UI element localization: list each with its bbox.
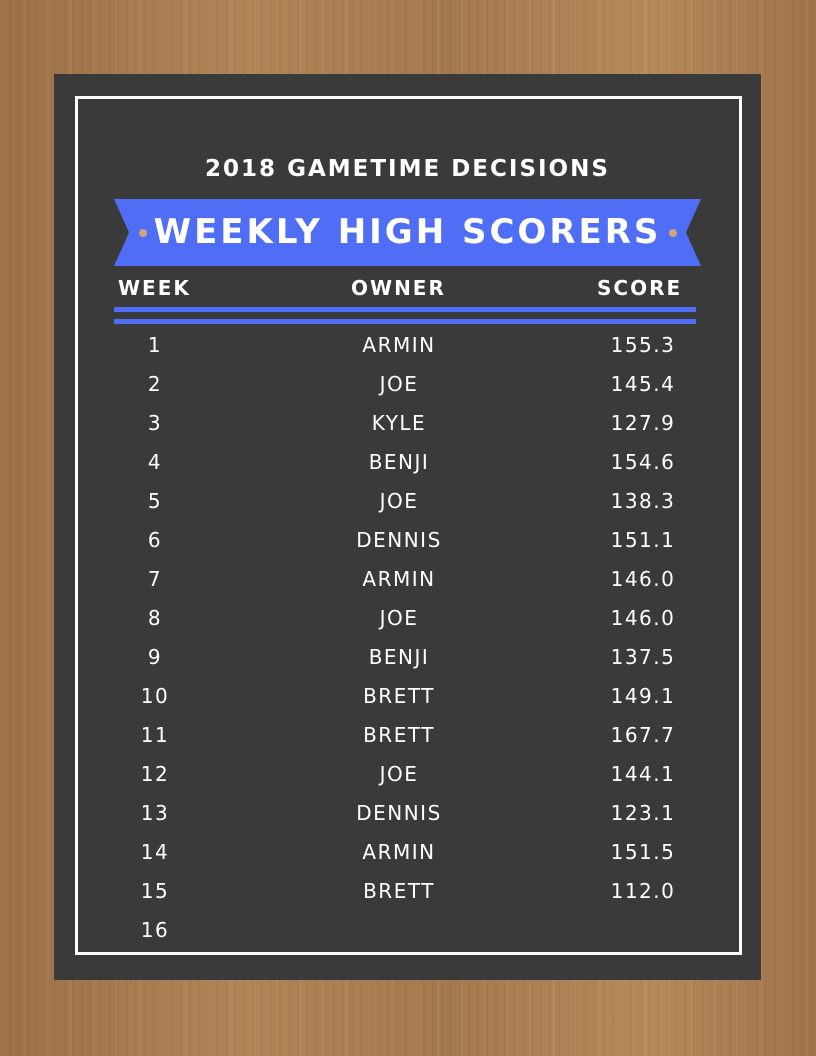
scores-table: 1 ARMIN 155.3 2 JOE 145.4 3 KYLE 127.9 4… bbox=[54, 329, 761, 953]
table-row: 3 KYLE 127.9 bbox=[54, 407, 761, 446]
table-row: 8 JOE 146.0 bbox=[54, 602, 761, 641]
week-cell: 1 bbox=[147, 333, 163, 357]
week-cell: 5 bbox=[147, 489, 163, 513]
week-cell: 11 bbox=[140, 723, 170, 747]
week-cell: 16 bbox=[140, 918, 170, 942]
table-row: 15 BRETT 112.0 bbox=[54, 875, 761, 914]
score-cell: 146.0 bbox=[610, 567, 676, 591]
ribbon-dot-left bbox=[139, 229, 147, 237]
owner-cell: BENJI bbox=[368, 450, 430, 474]
week-cell: 13 bbox=[140, 801, 170, 825]
week-cell: 12 bbox=[140, 762, 170, 786]
score-cell: 154.6 bbox=[610, 450, 676, 474]
owner-cell: ARMIN bbox=[362, 333, 436, 357]
column-header-owner: OWNER bbox=[351, 276, 446, 300]
week-cell: 14 bbox=[140, 840, 170, 864]
owner-cell: JOE bbox=[379, 489, 419, 513]
score-cell: 167.7 bbox=[610, 723, 676, 747]
owner-cell: JOE bbox=[379, 372, 419, 396]
table-row: 12 JOE 144.1 bbox=[54, 758, 761, 797]
table-row: 11 BRETT 167.7 bbox=[54, 719, 761, 758]
table-row: 2 JOE 145.4 bbox=[54, 368, 761, 407]
ribbon-dot-right bbox=[669, 229, 677, 237]
owner-cell: ARMIN bbox=[362, 567, 436, 591]
ribbon-shape bbox=[114, 199, 701, 266]
week-cell: 7 bbox=[147, 567, 163, 591]
table-row: 4 BENJI 154.6 bbox=[54, 446, 761, 485]
league-subtitle: 2018 GAMETIME DECISIONS bbox=[205, 156, 610, 182]
score-cell: 151.1 bbox=[610, 528, 676, 552]
score-cell: 144.1 bbox=[610, 762, 676, 786]
week-cell: 6 bbox=[147, 528, 163, 552]
table-row: 9 BENJI 137.5 bbox=[54, 641, 761, 680]
owner-cell: BENJI bbox=[368, 645, 430, 669]
page-title: WEEKLY HIGH SCORERS bbox=[153, 212, 662, 252]
table-row: 13 DENNIS 123.1 bbox=[54, 797, 761, 836]
week-cell: 3 bbox=[147, 411, 163, 435]
owner-cell: ARMIN bbox=[362, 840, 436, 864]
owner-cell: JOE bbox=[379, 606, 419, 630]
week-cell: 10 bbox=[140, 684, 170, 708]
table-row: 1 ARMIN 155.3 bbox=[54, 329, 761, 368]
week-cell: 15 bbox=[140, 879, 170, 903]
score-cell: 123.1 bbox=[610, 801, 676, 825]
week-cell: 9 bbox=[147, 645, 163, 669]
owner-cell: KYLE bbox=[371, 411, 427, 435]
table-row: 16 bbox=[54, 914, 761, 953]
score-cell: 137.5 bbox=[610, 645, 676, 669]
score-cell: 146.0 bbox=[610, 606, 676, 630]
header-rule-top bbox=[114, 307, 696, 312]
owner-cell: BRETT bbox=[363, 879, 435, 903]
table-row: 5 JOE 138.3 bbox=[54, 485, 761, 524]
board-frame bbox=[75, 96, 742, 955]
owner-cell: JOE bbox=[379, 762, 419, 786]
score-cell: 149.1 bbox=[610, 684, 676, 708]
score-cell: 155.3 bbox=[610, 333, 676, 357]
column-header-score: SCORE bbox=[597, 276, 683, 300]
score-cell: 127.9 bbox=[610, 411, 676, 435]
table-row: 10 BRETT 149.1 bbox=[54, 680, 761, 719]
score-cell: 145.4 bbox=[610, 372, 676, 396]
owner-cell: BRETT bbox=[363, 723, 435, 747]
column-header-week: WEEK bbox=[118, 276, 191, 300]
score-cell: 112.0 bbox=[610, 879, 676, 903]
table-row: 6 DENNIS 151.1 bbox=[54, 524, 761, 563]
score-cell: 151.5 bbox=[610, 840, 676, 864]
chalkboard: 2018 GAMETIME DECISIONS WEEKLY HIGH SCOR… bbox=[54, 74, 761, 980]
table-row: 14 ARMIN 151.5 bbox=[54, 836, 761, 875]
score-cell: 138.3 bbox=[610, 489, 676, 513]
owner-cell: DENNIS bbox=[356, 528, 442, 552]
week-cell: 4 bbox=[147, 450, 163, 474]
header-rule-bottom bbox=[114, 319, 696, 324]
title-banner: WEEKLY HIGH SCORERS bbox=[114, 199, 701, 266]
table-row: 7 ARMIN 146.0 bbox=[54, 563, 761, 602]
owner-cell: DENNIS bbox=[356, 801, 442, 825]
owner-cell: BRETT bbox=[363, 684, 435, 708]
week-cell: 8 bbox=[147, 606, 163, 630]
week-cell: 2 bbox=[147, 372, 163, 396]
